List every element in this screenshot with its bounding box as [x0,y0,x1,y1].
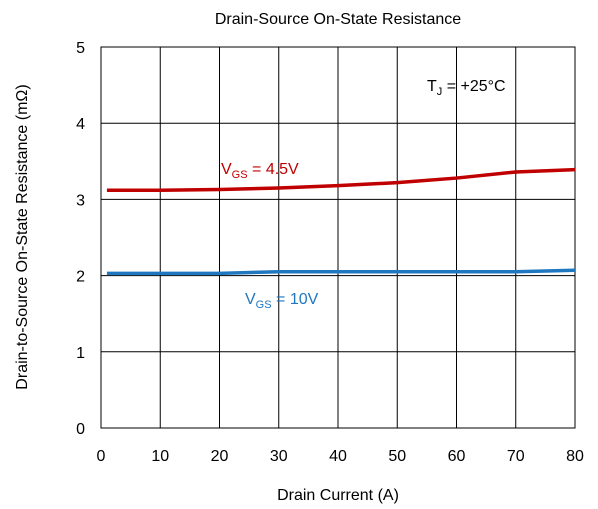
y-tick-label: 1 [76,345,85,362]
y-axis-label: Drain-to-Source On-State Resistance (mΩ) [14,84,31,389]
x-tick-label: 40 [329,448,347,465]
series-label-main: V [221,161,232,178]
y-tick-label: 0 [76,421,85,438]
plot-border [100,46,576,429]
series-label: VGS = 4.5V [221,161,299,181]
x-tick-label: 80 [566,448,584,465]
annotation-sub: J [437,86,443,98]
annotation: TJ = +25°C [427,78,506,98]
chart-title: Drain-Source On-State Resistance [215,11,461,28]
series-label-rest: = 4.5V [248,161,299,178]
annotation-rest: = +25°C [442,78,505,95]
annotation-main: T [427,78,437,95]
y-tick-label: 5 [76,40,85,57]
x-tick-label: 10 [151,448,169,465]
series-label: VGS = 10V [245,291,319,311]
series-line [106,167,576,193]
y-tick-label: 4 [76,116,85,133]
y-tick-label: 3 [76,192,85,209]
x-tick-label: 20 [211,448,229,465]
x-tick-label: 30 [270,448,288,465]
series-label-sub: GS [256,299,272,311]
series-line [106,268,576,276]
x-tick-label: 50 [388,448,406,465]
y-tick-label: 2 [76,269,85,286]
x-tick-label: 0 [97,448,106,465]
series-label-sub: GS [232,169,248,181]
x-tick-label: 60 [448,448,466,465]
x-tick-label: 70 [507,448,525,465]
x-axis-label: Drain Current (A) [277,487,399,504]
series-label-rest: = 10V [272,291,319,308]
series-label-main: V [245,291,256,308]
